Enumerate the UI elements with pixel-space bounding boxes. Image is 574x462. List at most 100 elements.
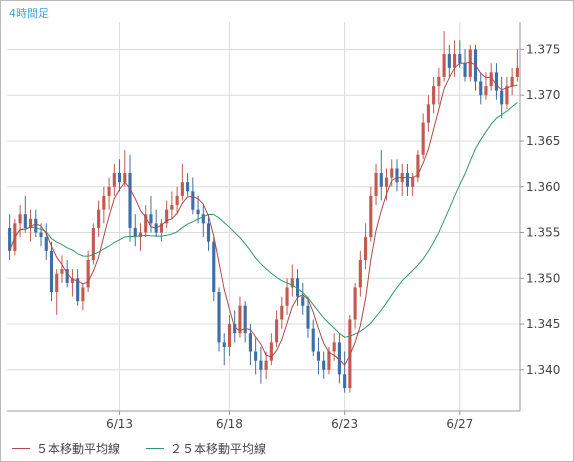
- candle-body-up: [81, 287, 85, 302]
- candle-body-up: [421, 122, 425, 155]
- candle-body-down: [8, 227, 12, 251]
- candle-body-up: [290, 278, 294, 288]
- candle-body-down: [295, 278, 300, 297]
- candle-body-down: [222, 342, 226, 347]
- candle-body-up: [275, 319, 279, 343]
- candle-body-down: [206, 223, 211, 242]
- y-tick-label: 1.360: [526, 180, 560, 194]
- chart-legend: ５本移動平均線 ２５本移動平均線: [12, 440, 266, 457]
- candle-body-up: [489, 72, 493, 87]
- candle-body-down: [23, 214, 27, 228]
- candle-body-up: [70, 278, 75, 283]
- legend-swatch-ma5: [12, 448, 30, 449]
- candle-body-up: [364, 237, 368, 260]
- candle-body-down: [337, 342, 341, 375]
- candle-body-up: [510, 76, 514, 87]
- candle-body-up: [138, 232, 143, 238]
- candle-body-down: [405, 173, 410, 187]
- candle-body-up: [112, 173, 116, 187]
- candle-body-down: [212, 241, 216, 293]
- candle-body-up: [238, 305, 242, 334]
- legend-item-ma5: ５本移動平均線: [12, 440, 120, 457]
- candle-body-down: [500, 90, 504, 105]
- candle-body-up: [442, 54, 446, 77]
- candle-body-down: [494, 72, 499, 91]
- candle-body-down: [259, 360, 263, 370]
- y-tick-label: 1.355: [526, 226, 560, 240]
- candle-body-up: [144, 214, 148, 233]
- candle-body-down: [65, 269, 69, 283]
- x-tick-label: 6/18: [216, 417, 243, 431]
- ma25-line: [9, 102, 518, 338]
- y-tick-label: 1.365: [526, 134, 560, 148]
- candle-body-down: [311, 328, 315, 352]
- y-tick-label: 1.370: [526, 88, 560, 102]
- candle-body-down: [39, 232, 43, 238]
- candle-body-down: [447, 54, 451, 68]
- candle-body-down: [149, 214, 153, 224]
- y-tick-label: 1.375: [526, 42, 560, 56]
- candle-body-up: [165, 209, 169, 224]
- candle-body-up: [170, 205, 174, 210]
- candle-body-up: [180, 182, 184, 196]
- candle-body-up: [348, 319, 352, 389]
- candle-body-up: [437, 76, 441, 87]
- candle-body-down: [49, 250, 54, 293]
- candle-body-down: [133, 227, 137, 238]
- candle-body-up: [426, 104, 430, 123]
- y-tick-label: 1.340: [526, 363, 560, 377]
- candle-body-up: [227, 324, 232, 347]
- candle-body-up: [97, 209, 101, 228]
- candle-body-down: [76, 278, 80, 302]
- candle-body-up: [285, 287, 289, 306]
- candle-body-down: [306, 305, 310, 329]
- candle-body-up: [91, 227, 95, 260]
- candle-body-down: [379, 173, 383, 187]
- timeframe-label: 4時間足: [9, 7, 49, 20]
- candle-body-up: [452, 54, 457, 68]
- candle-body-up: [107, 186, 111, 196]
- candle-body-up: [332, 342, 336, 352]
- candle-body-up: [484, 86, 488, 96]
- candle-body-up: [374, 173, 378, 196]
- candle-body-up: [123, 173, 127, 183]
- legend-item-ma25: ２５本移動平均線: [146, 440, 266, 457]
- candle-body-up: [390, 168, 394, 178]
- candle-body-down: [322, 360, 326, 370]
- candle-body-down: [301, 296, 305, 306]
- candle-body-up: [369, 195, 373, 238]
- candle-body-up: [102, 195, 106, 210]
- candle-body-down: [44, 237, 48, 251]
- candle-body-down: [186, 182, 190, 192]
- candle-body-down: [343, 374, 347, 389]
- x-tick-label: 6/27: [446, 417, 473, 431]
- candle-body-up: [468, 49, 472, 77]
- plot-area: [7, 22, 520, 411]
- candle-body-down: [254, 351, 258, 361]
- candle-body-up: [353, 287, 357, 320]
- candle-body-down: [128, 173, 132, 228]
- candle-body-up: [432, 86, 436, 105]
- candle-body-up: [60, 269, 64, 274]
- x-tick-label: 6/23: [331, 417, 358, 431]
- candle-body-down: [395, 168, 399, 183]
- candle-body-up: [264, 360, 268, 370]
- candle-body-up: [280, 305, 284, 320]
- candle-body-down: [479, 81, 483, 96]
- candle-body-up: [515, 67, 519, 77]
- candle-body-up: [411, 177, 415, 187]
- candle-body-down: [191, 191, 195, 210]
- candle-body-down: [248, 333, 252, 352]
- ma5-line: [9, 61, 518, 367]
- candle-body-down: [458, 54, 462, 64]
- candle-body-up: [86, 259, 90, 288]
- y-tick-label: 1.350: [526, 271, 560, 285]
- candle-body-down: [233, 324, 237, 334]
- candle-body-up: [358, 259, 362, 288]
- candle-body-up: [416, 154, 420, 178]
- candle-body-up: [327, 351, 331, 370]
- candle-body-up: [505, 86, 509, 105]
- candle-body-down: [217, 292, 221, 343]
- candle-body-down: [463, 63, 467, 77]
